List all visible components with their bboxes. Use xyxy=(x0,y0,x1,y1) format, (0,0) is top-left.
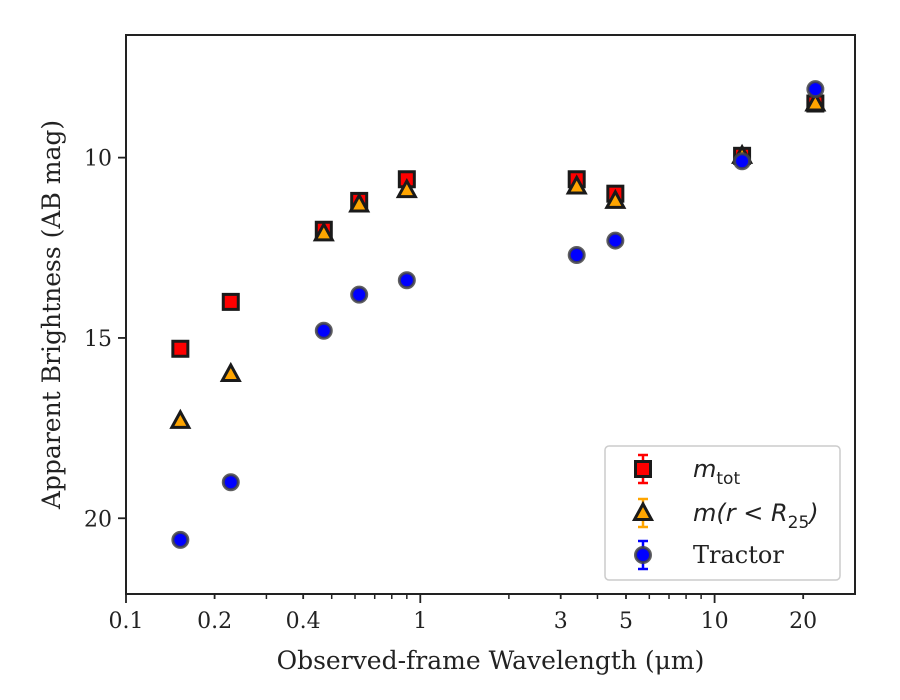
x-tick-label: 20 xyxy=(789,609,817,634)
data-point-square xyxy=(221,292,240,311)
legend-box xyxy=(604,445,841,581)
data-point-triangle xyxy=(565,174,588,195)
data-point-circle xyxy=(567,245,586,264)
data-point-triangle xyxy=(804,91,827,112)
data-point-square xyxy=(171,339,190,358)
data-point-triangle xyxy=(348,192,371,213)
data-point-triangle xyxy=(169,408,192,429)
legend-item: mtot xyxy=(634,453,740,489)
data-point-circle xyxy=(733,152,752,171)
legend-marker-square xyxy=(634,460,652,478)
x-tick-label: 0.1 xyxy=(109,609,144,634)
legend-item: Tractor xyxy=(634,539,784,571)
legend-label: mtot xyxy=(693,455,740,489)
x-tick-label: 5 xyxy=(619,609,633,634)
x-tick-label: 0.2 xyxy=(197,609,232,634)
data-point-circle xyxy=(171,530,190,549)
legend: mtot m(r < R25) Tractor xyxy=(604,445,841,581)
data-point-triangle xyxy=(219,361,242,383)
data-point-circle xyxy=(397,271,416,290)
y-tick-label: 10 xyxy=(84,147,112,172)
plot-area xyxy=(125,34,856,595)
x-tick-label: 1 xyxy=(413,609,427,634)
legend-label: m(r < R25) xyxy=(693,499,819,533)
y-tick-label: 20 xyxy=(84,507,112,532)
plot-frame xyxy=(125,34,856,595)
data-point-circle xyxy=(221,473,240,492)
data-point-circle xyxy=(806,80,825,99)
data-markers xyxy=(169,80,827,549)
y-axis: 10 15 20 xyxy=(84,147,126,532)
data-point-triangle xyxy=(312,221,335,242)
x-tick-label: 0.4 xyxy=(286,609,321,634)
data-point-triangle xyxy=(395,177,418,199)
x-axis: 0.1 0.2 0.4 1 3 5 10 20 xyxy=(109,594,817,634)
data-point-triangle xyxy=(604,188,627,209)
legend-item: m(r < R25) xyxy=(631,497,819,533)
y-axis-title: Apparent Brightness (AB mag) xyxy=(37,120,66,510)
legend-label: Tractor xyxy=(693,541,784,569)
legend-marker-triangle xyxy=(631,500,655,521)
x-tick-label: 10 xyxy=(701,609,729,634)
x-axis-title: Observed-frame Wavelength (μm) xyxy=(277,646,705,675)
x-tick-label: 3 xyxy=(554,609,568,634)
data-point-circle xyxy=(350,285,369,304)
data-point-circle xyxy=(606,231,625,250)
legend-marker-circle xyxy=(634,546,652,564)
y-tick-label: 15 xyxy=(84,327,112,352)
data-point-circle xyxy=(314,321,333,340)
